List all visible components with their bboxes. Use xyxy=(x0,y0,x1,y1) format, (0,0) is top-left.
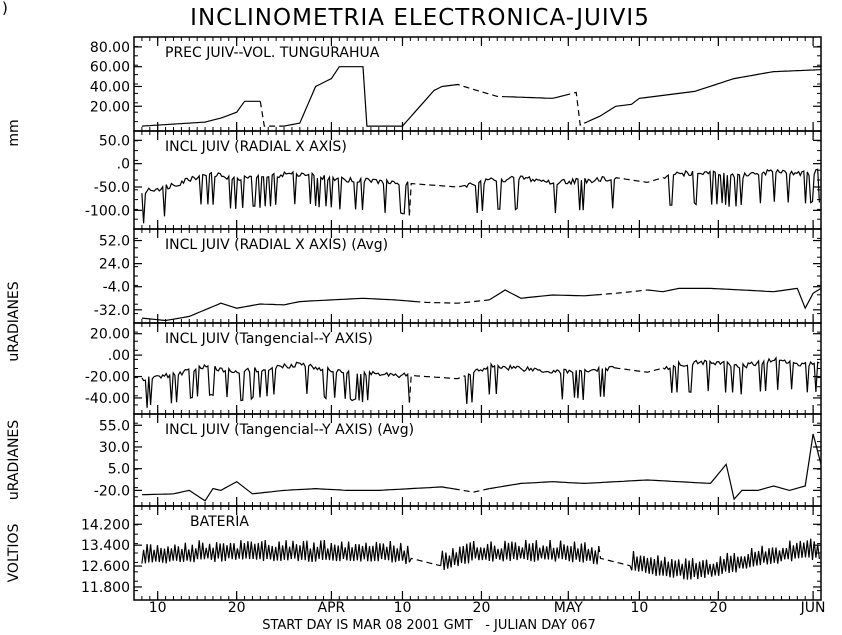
y-tick-label: 60.00 xyxy=(90,60,130,76)
y-axis-label: mm xyxy=(6,119,22,146)
y-tick-label: .0 xyxy=(117,157,130,173)
y-tick-label: 52.0 xyxy=(99,234,130,250)
y-tick-label: -32.0 xyxy=(94,303,130,319)
x-tick-label: JUN xyxy=(800,600,826,616)
y-tick-label: 13.400 xyxy=(81,538,130,554)
y-tick-label: 12.600 xyxy=(81,559,130,575)
series-line-0 xyxy=(141,361,410,408)
series-line-4 xyxy=(629,538,820,580)
series-line-2 xyxy=(283,66,454,127)
panel-name: INCL JUIV (RADIAL X AXIS) xyxy=(165,139,347,155)
panel-5: 55.0 30.0 5.0 -20.0 INCL JUIV (Tangencial--Y… xyxy=(94,413,822,507)
y-tick-label: 11.800 xyxy=(81,580,130,596)
series-line-4 xyxy=(505,94,565,99)
y-tick-label: -50.0 xyxy=(94,180,130,196)
series-line-4 xyxy=(647,287,822,310)
series-line-3 xyxy=(614,177,664,183)
y-tick-label: 14.200 xyxy=(81,517,130,533)
x-tick-label: MAY xyxy=(554,600,584,616)
chart-title: INCLINOMETRIA ELECTRONICA-JUIVI5 xyxy=(190,5,650,31)
panel-3: 52.0 24.0 -4.0 -32.0 INCL JUIV (RADIAL X AXI… xyxy=(94,228,822,324)
y-tick-label: 55.0 xyxy=(99,418,130,434)
panel-4: 20.00 .00 -20.00 -40.00 INCL JUIV (Tangencia… xyxy=(85,322,822,415)
y-axis-label: VOLTIOS xyxy=(6,523,22,582)
y-tick-label: -100.0 xyxy=(85,203,130,219)
series-line-2 xyxy=(488,289,596,301)
y-tick-label: -4.0 xyxy=(103,280,130,296)
x-tick-label: 10 xyxy=(149,600,167,616)
series-line-5 xyxy=(564,91,585,126)
y-axis-label: uRADIANES xyxy=(6,281,22,361)
series-line-4 xyxy=(662,356,820,395)
panel-name: INCL JUIV (RADIAL X AXIS) (Avg) xyxy=(165,237,388,253)
y-tick-label: 24.0 xyxy=(99,257,130,273)
x-tick-label: APR xyxy=(318,600,346,616)
series-line-1 xyxy=(408,374,466,403)
series-line-2 xyxy=(464,362,615,404)
series-line-3 xyxy=(598,546,631,567)
y-tick-label: .00 xyxy=(108,348,130,364)
panel-1: 80.00 60.00 40.00 20.00 PREC JUIV--VOL. TUNG… xyxy=(90,36,822,132)
series-line-1 xyxy=(408,557,441,567)
window-corner-glyph: ) xyxy=(2,0,8,17)
panel-name: INCL JUIV (Tangencial--Y AXIS) (Avg) xyxy=(165,422,414,438)
series-line-4 xyxy=(662,168,820,207)
y-axis-label: uRADIANES xyxy=(6,420,22,500)
series-line-1 xyxy=(408,182,466,216)
series-line-2 xyxy=(464,175,615,214)
x-tick-label: 20 xyxy=(228,600,246,616)
panel-name: BATERIA xyxy=(190,514,249,530)
series-line-3 xyxy=(453,83,506,98)
series-line-3 xyxy=(595,289,648,296)
series-line-0 xyxy=(141,539,410,565)
series-line-0 xyxy=(141,480,454,502)
x-axis-caption: START DAY IS MAR 08 2001 GMT - JULIAN DA… xyxy=(262,618,596,633)
y-tick-label: 30.0 xyxy=(99,440,130,456)
series-line-0 xyxy=(141,297,415,322)
series-line-1 xyxy=(259,101,284,127)
y-tick-label: -40.00 xyxy=(85,391,130,407)
y-tick-label: 5.0 xyxy=(108,462,130,478)
series-line-2 xyxy=(440,539,600,570)
y-tick-label: 40.00 xyxy=(90,79,130,95)
series-line-1 xyxy=(453,488,490,493)
y-tick-label: -20.00 xyxy=(85,370,130,386)
y-tick-label: 20.00 xyxy=(90,99,130,115)
x-tick-label: 20 xyxy=(709,600,727,616)
y-tick-label: 80.00 xyxy=(90,40,130,56)
series-line-1 xyxy=(414,299,490,304)
series-line-6 xyxy=(583,69,822,124)
series-line-3 xyxy=(614,367,664,373)
y-axis-labels: mm uRADIANES uRADIANES VOLTIOS xyxy=(6,119,22,582)
y-tick-label: 50.0 xyxy=(99,133,130,149)
series-line-2 xyxy=(489,433,822,501)
y-tick-label: -20.0 xyxy=(94,483,130,499)
x-tick-label: 20 xyxy=(473,600,491,616)
x-tick-label: 10 xyxy=(630,600,648,616)
chart-panels: 80.00 60.00 40.00 20.00 PREC JUIV--VOL. TUNG… xyxy=(81,36,822,601)
x-axis-ticks: 10 20 APR 10 20 MAY 10 20 JUN xyxy=(149,600,826,616)
panel-name: PREC JUIV--VOL. TUNGURAHUA xyxy=(165,45,380,61)
panel-2: 50.0 .0 -50.0 -100.0 INCL JUIV (RADIAL X AXI… xyxy=(85,130,822,230)
panel-name: INCL JUIV (Tangencial--Y AXIS) xyxy=(165,331,373,347)
y-tick-label: 20.00 xyxy=(90,327,130,343)
series-line-0 xyxy=(141,100,261,127)
x-tick-label: 10 xyxy=(394,600,412,616)
panel-6: 14.200 13.400 12.600 11.800 BATERIA xyxy=(81,505,822,601)
series-line-0 xyxy=(141,170,410,224)
